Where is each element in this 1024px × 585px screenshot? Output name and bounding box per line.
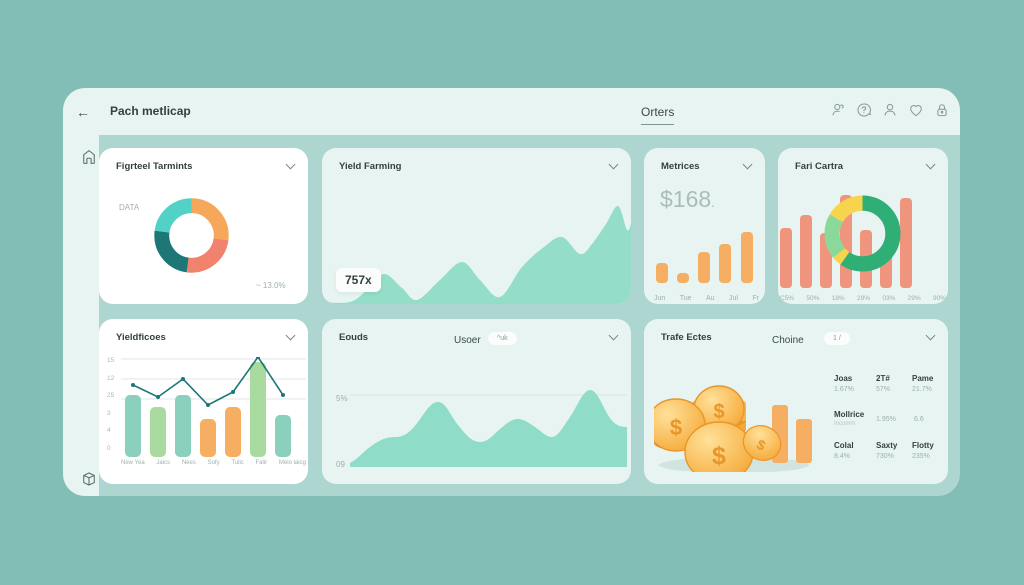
svg-text:$: $ <box>712 442 726 470</box>
svg-text:$: $ <box>670 415 682 440</box>
svg-text:$: $ <box>713 401 724 423</box>
